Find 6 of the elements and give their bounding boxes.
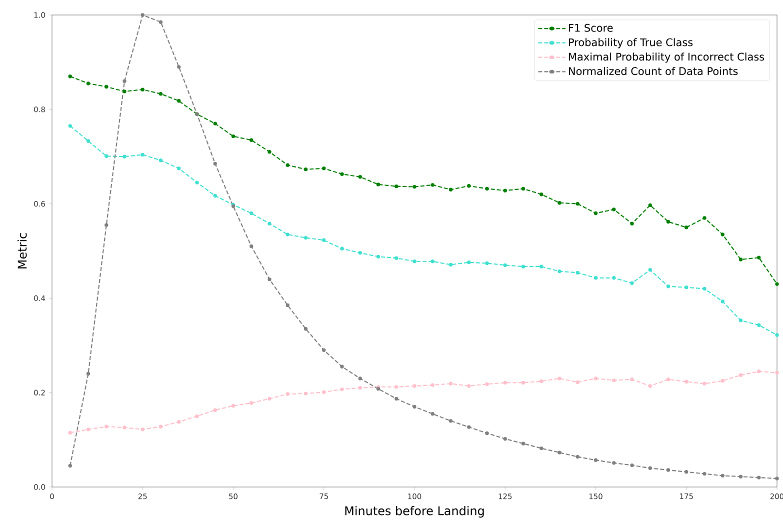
y-axis-title: Metric — [18, 233, 27, 268]
legend-label: Normalized Count of Data Points — [569, 66, 738, 76]
legend-label: Maximal Probability of Incorrect Class — [569, 52, 764, 63]
legend-label: F1 Score — [569, 24, 613, 32]
x-axis-title: Minutes before Landing — [345, 506, 484, 518]
legend-label: Probability of True Class — [569, 38, 693, 48]
